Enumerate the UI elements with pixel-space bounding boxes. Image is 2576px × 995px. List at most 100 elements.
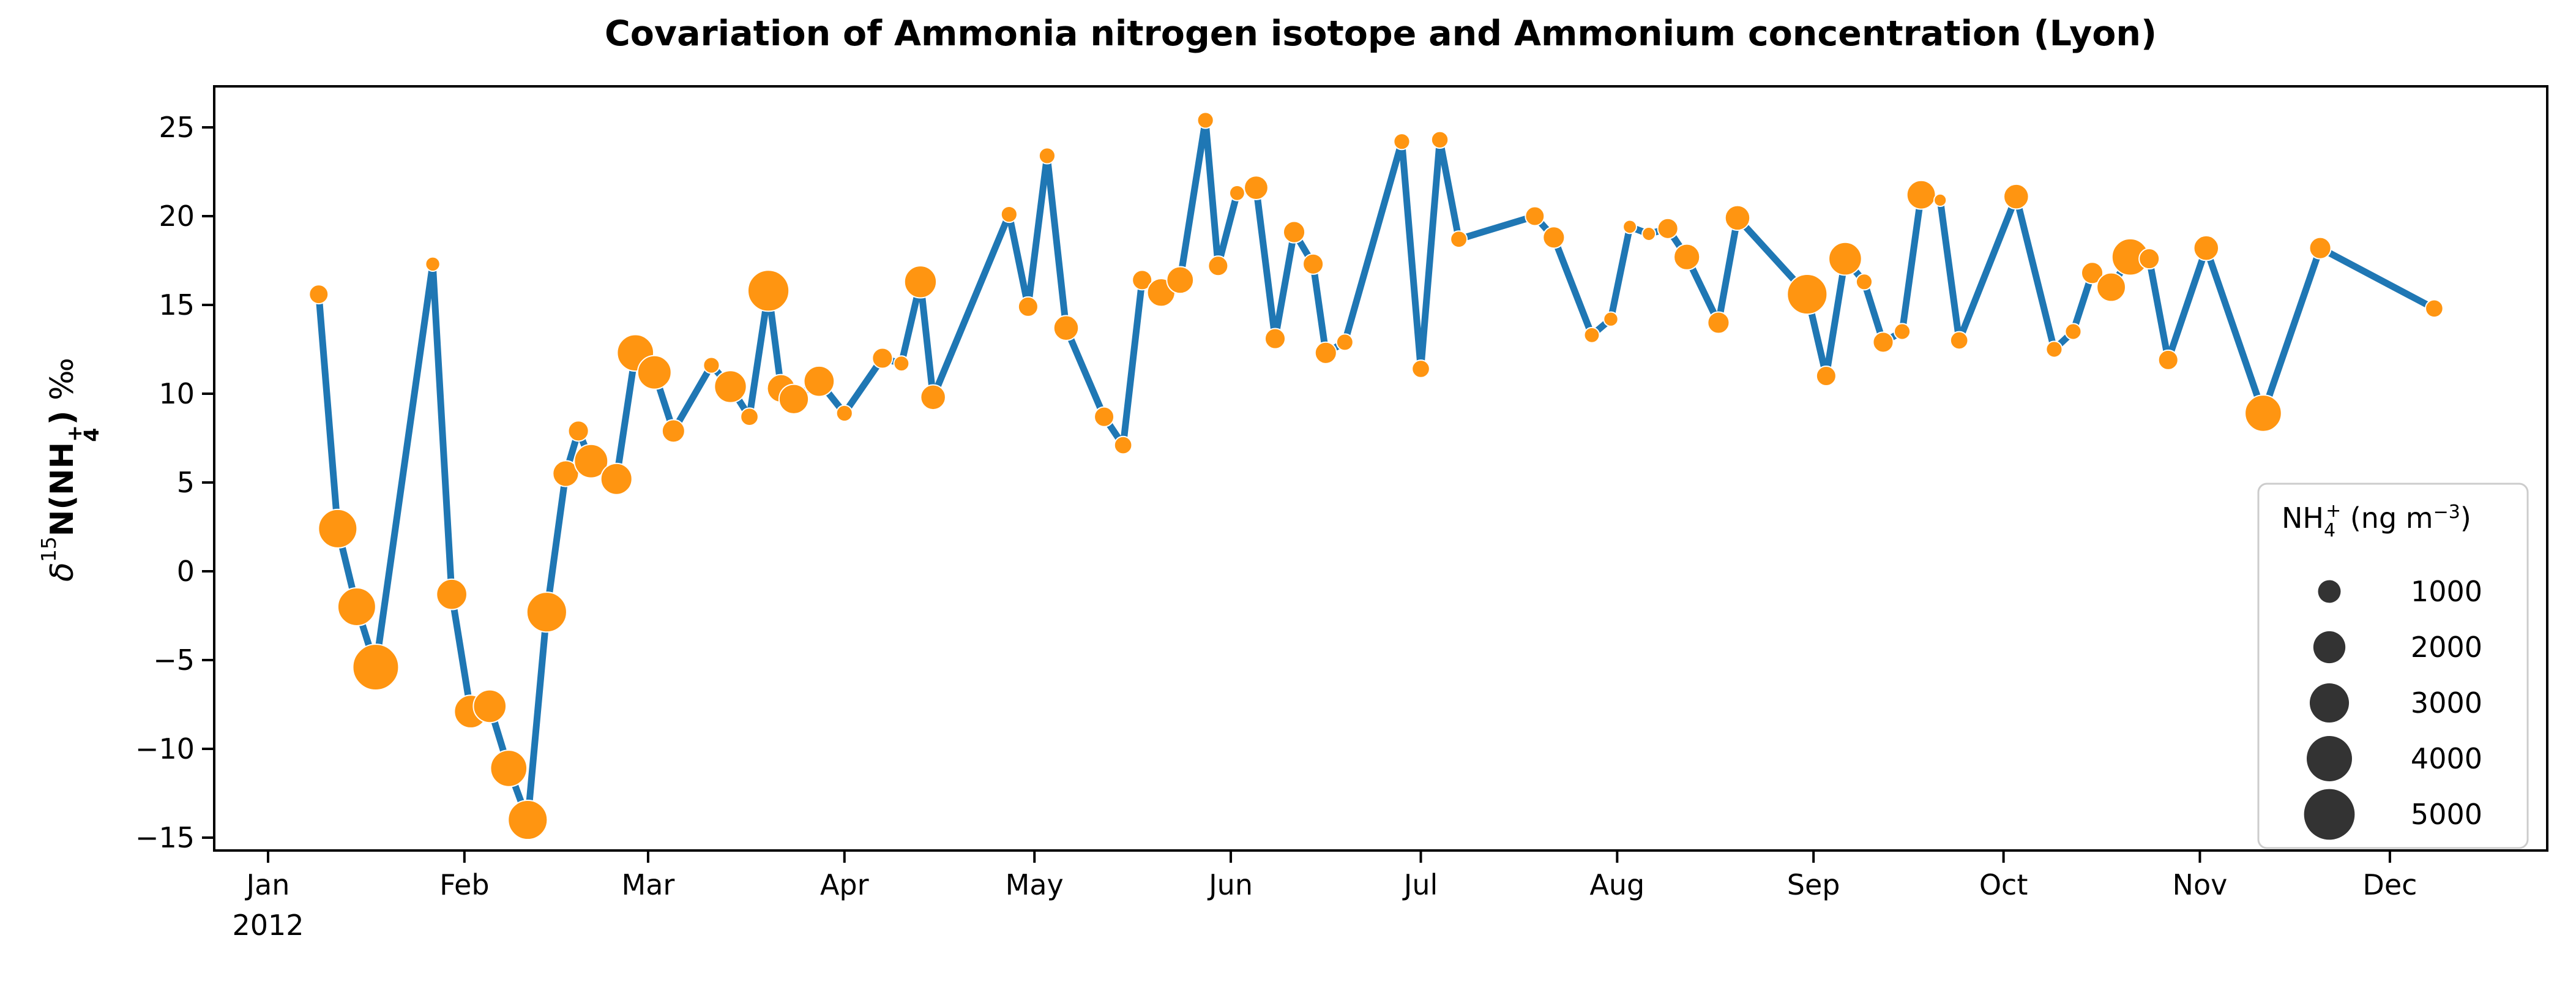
data-point <box>507 799 548 841</box>
data-point <box>1622 219 1637 235</box>
legend-item-label: 4000 <box>2411 742 2482 775</box>
data-point <box>1017 296 1039 317</box>
data-point <box>2157 349 2179 370</box>
data-point <box>1335 333 1354 351</box>
y-tick-label: 10 <box>159 377 195 410</box>
data-point <box>1208 255 1229 277</box>
y-tick-label: 0 <box>177 555 195 588</box>
data-point <box>714 370 747 404</box>
data-point <box>2064 323 2082 340</box>
data-point <box>1583 326 1600 344</box>
data-point <box>1906 179 1936 210</box>
x-tick-label: Jul <box>1402 868 1438 901</box>
chart-title: Covariation of Ammonia nitrogen isotope … <box>604 13 2157 54</box>
data-point <box>1393 133 1411 151</box>
data-point <box>1053 315 1080 341</box>
legend-frame <box>2257 482 2529 849</box>
data-point <box>1855 273 1873 291</box>
data-point <box>1228 184 1245 201</box>
legend-box: NH4+ (ng m−3) 1000 2000 3000 4000 5000 <box>2257 482 2529 849</box>
legend-title: NH4+ (ng m−3) <box>2282 500 2471 541</box>
y-tick-label: 20 <box>159 200 195 233</box>
x-tick-label: Sep <box>1787 868 1840 901</box>
x-axis-year-label: 2012 <box>232 909 304 942</box>
data-point <box>920 384 946 411</box>
y-tick-label: −5 <box>153 644 195 677</box>
data-point <box>1166 266 1195 295</box>
data-point <box>1113 435 1133 455</box>
data-point <box>1786 274 1828 315</box>
data-point <box>740 407 759 427</box>
data-point <box>1603 311 1619 327</box>
data-point <box>1949 331 1969 350</box>
data-point <box>2045 340 2063 358</box>
data-point <box>1430 130 1449 149</box>
data-point <box>2193 235 2220 261</box>
legend-item-label: 2000 <box>2411 631 2482 664</box>
data-point <box>2425 299 2444 318</box>
data-point <box>600 462 633 495</box>
data-point <box>1815 365 1837 387</box>
data-point <box>1525 206 1545 227</box>
data-point <box>425 256 441 272</box>
data-point <box>747 269 790 312</box>
legend-item-label: 1000 <box>2411 575 2482 608</box>
x-tick-label: Jan <box>245 868 290 901</box>
y-tick-label: 15 <box>159 288 195 321</box>
data-point <box>1038 147 1056 165</box>
data-point <box>1264 328 1286 350</box>
data-point <box>573 443 609 479</box>
legend-item-dot <box>2318 580 2341 603</box>
x-tick-label: May <box>1006 868 1064 901</box>
data-point <box>2244 394 2282 432</box>
data-point <box>1828 241 1862 276</box>
data-point <box>472 689 507 724</box>
x-tick-label: Mar <box>622 868 675 901</box>
legend-item-dot <box>2304 789 2355 840</box>
legend-item-dot <box>2309 683 2350 723</box>
x-tick-label: Nov <box>2173 868 2228 901</box>
y-tick-label: 5 <box>177 466 195 499</box>
y-tick-label: −15 <box>135 821 195 854</box>
data-point <box>1282 220 1306 244</box>
data-point <box>835 404 853 422</box>
data-point <box>903 265 938 299</box>
data-point <box>803 365 835 397</box>
legend-item-label: 5000 <box>2411 798 2482 831</box>
data-point <box>490 749 528 787</box>
data-point <box>1302 253 1324 275</box>
data-point <box>661 419 685 443</box>
x-tick-label: Aug <box>1589 868 1645 901</box>
data-point <box>1094 406 1115 427</box>
data-point <box>637 355 672 390</box>
x-tick-label: Feb <box>439 868 489 901</box>
data-point <box>1132 269 1153 291</box>
data-point <box>703 356 720 374</box>
legend-item-label: 3000 <box>2411 686 2482 719</box>
data-point <box>1893 323 1911 340</box>
data-point <box>2138 248 2160 270</box>
data-point <box>1724 205 1751 231</box>
data-point <box>778 383 810 415</box>
data-point <box>1542 226 1566 249</box>
x-tick-label: Dec <box>2362 868 2417 901</box>
data-line <box>315 116 2438 824</box>
data-point <box>1641 227 1657 241</box>
data-point <box>436 578 468 610</box>
y-tick-label: 25 <box>159 111 195 144</box>
plot-border <box>213 85 2548 852</box>
legend-item-dot <box>2307 736 2352 781</box>
data-point <box>1314 341 1337 364</box>
data-point <box>1450 230 1468 249</box>
data-point <box>308 284 329 305</box>
data-point <box>352 644 400 691</box>
y-tick-label: −10 <box>135 732 195 765</box>
x-tick-label: Apr <box>820 868 869 901</box>
data-point <box>1411 359 1430 378</box>
data-point <box>337 587 376 626</box>
data-point <box>893 355 910 372</box>
legend-item-dot <box>2313 631 2346 664</box>
data-point <box>2003 183 2029 210</box>
